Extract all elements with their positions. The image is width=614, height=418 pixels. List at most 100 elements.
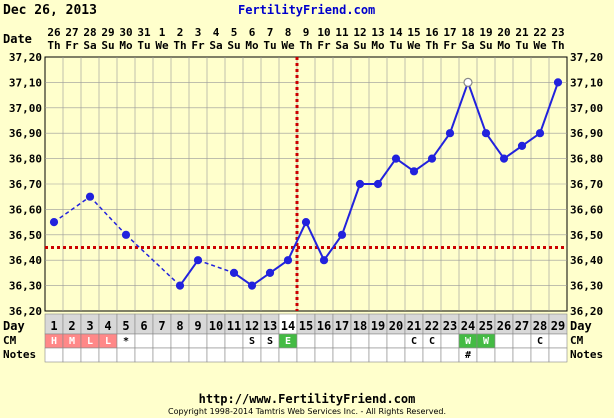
day-row-value: 9	[194, 319, 201, 333]
notes-row-cell	[422, 347, 442, 363]
y-tick-label-left: 37,10	[9, 76, 42, 89]
weekday-label: Mo	[497, 39, 511, 52]
temp-point	[409, 167, 419, 176]
weekday-label: Mo	[119, 39, 133, 52]
temp-point	[247, 281, 257, 290]
cm-row-cell	[206, 333, 226, 349]
y-tick-label-right: 36,40	[570, 254, 603, 267]
day-row-value: 1	[50, 319, 57, 333]
y-tick-label-left: 37,00	[9, 102, 42, 115]
temp-point	[193, 256, 203, 265]
y-tick-label-right: 37,00	[570, 102, 603, 115]
y-tick-label-right: 37,10	[570, 76, 603, 89]
notes-row-cell	[494, 347, 514, 363]
date-label: 26	[47, 26, 61, 39]
cm-row-value: H	[51, 336, 57, 347]
day-row-value: 18	[353, 319, 367, 333]
date-label: 7	[267, 26, 274, 39]
y-tick-label-right: 36,50	[570, 229, 603, 242]
cm-row-label: CM	[3, 334, 17, 347]
cm-row-value: W	[465, 336, 472, 347]
weekday-label: Sa	[335, 39, 348, 52]
cm-row-cell	[224, 333, 244, 349]
day-row-value: 20	[389, 319, 403, 333]
temp-point	[229, 268, 239, 277]
date-label: 18	[461, 26, 474, 39]
date-label: 16	[425, 26, 439, 39]
date-label: 31	[137, 26, 151, 39]
day-row-value: 5	[122, 319, 129, 333]
site-title[interactable]: FertilityFriend.com	[238, 3, 376, 17]
weekday-label: Th	[425, 39, 438, 52]
date-label: 23	[551, 26, 564, 39]
notes-row-cell	[116, 347, 136, 363]
date-label: 29	[101, 26, 114, 39]
cm-row-cell	[170, 333, 190, 349]
notes-row-label: Notes	[3, 348, 36, 361]
weekday-label: Sa	[83, 39, 96, 52]
notes-row-cell	[440, 347, 460, 363]
footer-url[interactable]: http://www.FertilityFriend.com	[198, 392, 416, 406]
cm-row-cell	[386, 333, 406, 349]
notes-row-cell	[206, 347, 226, 363]
notes-row-cell	[368, 347, 388, 363]
notes-row-cell	[386, 347, 406, 363]
y-tick-label-left: 36,90	[9, 127, 42, 140]
cm-row-value: *	[123, 336, 129, 347]
weekday-label: Mo	[245, 39, 259, 52]
day-row-value: 23	[443, 319, 457, 333]
day-row-value: 22	[425, 319, 439, 333]
date-label: 9	[303, 26, 310, 39]
y-tick-label-right: 36,90	[570, 127, 603, 140]
temp-point	[517, 141, 527, 150]
date-label: 15	[407, 26, 420, 39]
cm-row-label-right: CM	[570, 334, 584, 347]
cm-row-cell	[368, 333, 388, 349]
weekday-label: Sa	[209, 39, 222, 52]
weekday-label: Tu	[263, 39, 276, 52]
cm-row-value: S	[249, 336, 255, 347]
date-label: 6	[249, 26, 256, 39]
y-tick-label-left: 36,40	[9, 254, 42, 267]
date-label: 22	[533, 26, 546, 39]
weekday-label: Su	[479, 39, 492, 52]
weekday-label: Fr	[191, 39, 205, 52]
notes-row-cell	[530, 347, 550, 363]
temp-point	[265, 268, 275, 277]
day-row-value: 21	[407, 319, 421, 333]
date-label: 21	[515, 26, 529, 39]
temp-line-segment	[323, 234, 343, 261]
day-row-value: 16	[317, 319, 331, 333]
y-tick-label-right: 36,30	[570, 280, 603, 293]
notes-row-cell	[548, 347, 568, 363]
y-tick-label-left: 36,50	[9, 229, 42, 242]
day-row-value: 27	[515, 319, 529, 333]
weekday-label: Tu	[389, 39, 402, 52]
date-label: 4	[213, 26, 220, 39]
temp-line-segment	[197, 259, 235, 274]
cm-row-cell	[188, 333, 208, 349]
day-row-value: 8	[176, 319, 183, 333]
temp-line-segment	[287, 221, 307, 261]
temp-line-segment	[341, 183, 361, 236]
cm-row-cell	[548, 333, 568, 349]
day-row-value: 24	[461, 319, 475, 333]
temp-point	[499, 154, 509, 163]
weekday-label: Mo	[371, 39, 385, 52]
weekday-label: Su	[101, 39, 114, 52]
date-label: 2	[177, 26, 184, 39]
day-row-value: 29	[551, 319, 565, 333]
temp-point	[553, 78, 563, 87]
date-label: 20	[497, 26, 510, 39]
notes-row-cell	[134, 347, 154, 363]
chart-date: Dec 26, 2013	[3, 3, 97, 18]
y-tick-label-left: 36,60	[9, 203, 42, 216]
notes-row-cell	[278, 347, 298, 363]
y-tick-label-left: 36,30	[9, 280, 42, 293]
cm-row-cell	[152, 333, 172, 349]
temp-point	[481, 129, 491, 138]
date-row-label: Date	[3, 32, 32, 46]
temp-line-segment	[53, 196, 91, 223]
notes-row-cell	[260, 347, 280, 363]
